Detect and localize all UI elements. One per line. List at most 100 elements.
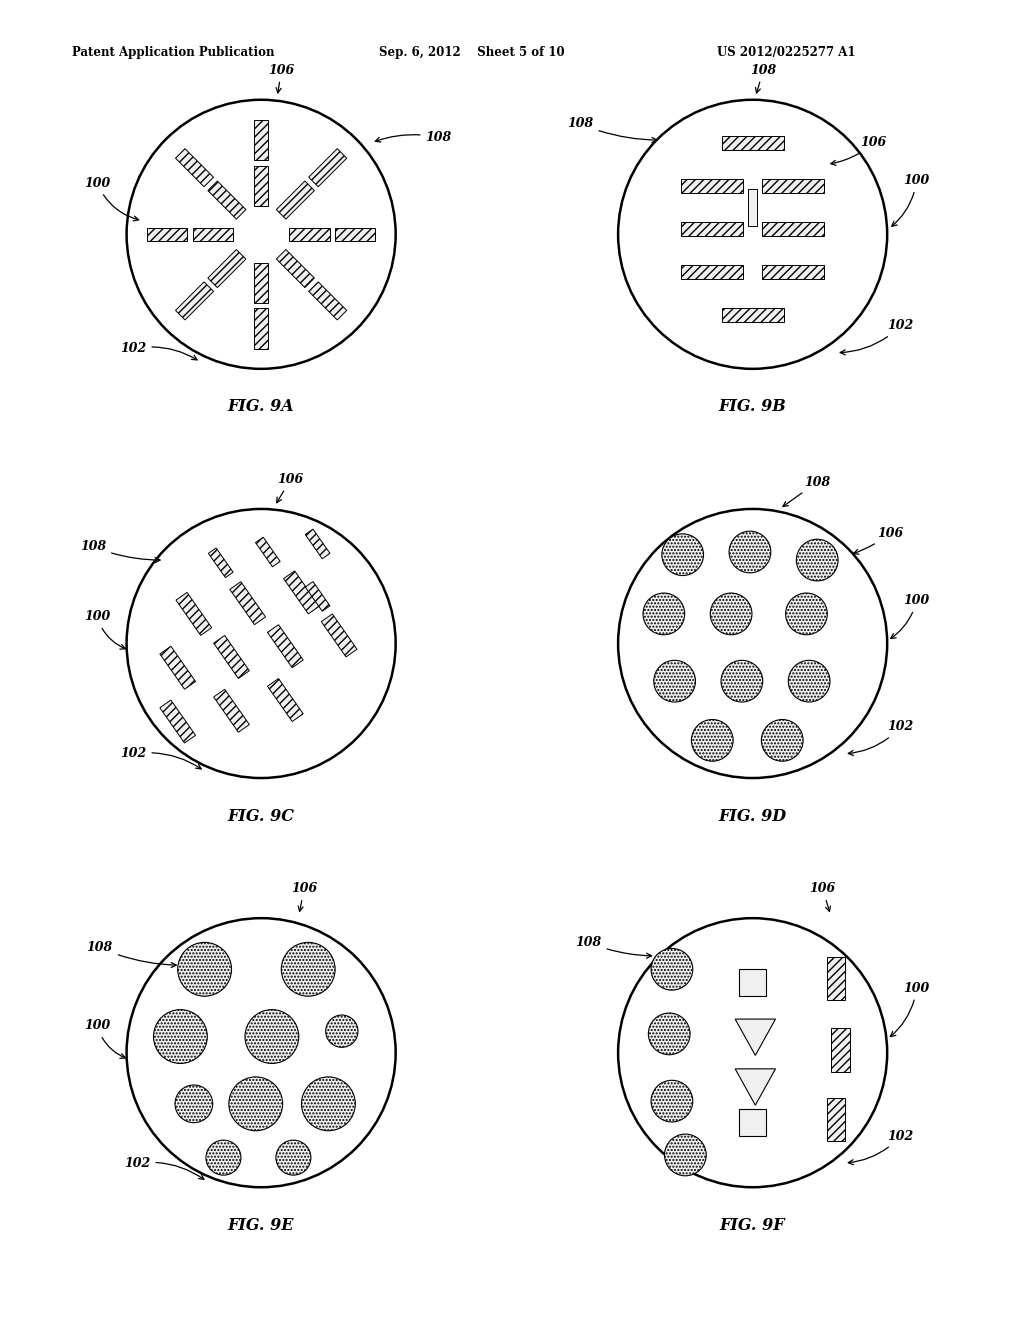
- Text: 106: 106: [853, 527, 903, 554]
- Bar: [160, 647, 196, 689]
- Bar: [208, 249, 246, 288]
- Text: 108: 108: [751, 63, 776, 94]
- Bar: [193, 227, 232, 242]
- Bar: [748, 189, 758, 226]
- Polygon shape: [735, 1019, 775, 1056]
- Circle shape: [648, 1012, 690, 1055]
- Bar: [254, 120, 268, 160]
- Text: 106: 106: [291, 882, 317, 911]
- Text: FIG. 9C: FIG. 9C: [227, 808, 295, 825]
- Circle shape: [711, 593, 752, 635]
- Circle shape: [275, 1140, 311, 1175]
- Circle shape: [618, 100, 887, 368]
- Bar: [305, 582, 330, 611]
- Bar: [681, 180, 743, 193]
- Text: 102: 102: [848, 721, 913, 755]
- Bar: [762, 265, 824, 279]
- Text: 108: 108: [80, 540, 160, 562]
- Circle shape: [282, 942, 335, 997]
- Text: FIG. 9E: FIG. 9E: [228, 1217, 294, 1234]
- Text: 108: 108: [783, 475, 830, 507]
- Bar: [254, 166, 268, 206]
- Bar: [254, 309, 268, 348]
- Text: 106: 106: [810, 882, 836, 912]
- Text: 108: 108: [575, 936, 651, 958]
- Circle shape: [721, 660, 763, 702]
- Bar: [276, 181, 314, 219]
- Bar: [284, 570, 319, 614]
- Circle shape: [653, 660, 695, 702]
- Circle shape: [175, 1085, 213, 1122]
- Bar: [267, 624, 303, 668]
- Text: FIG. 9D: FIG. 9D: [719, 808, 786, 825]
- Text: FIG. 9A: FIG. 9A: [227, 399, 295, 416]
- Text: 108: 108: [567, 117, 657, 143]
- Text: Sep. 6, 2012    Sheet 5 of 10: Sep. 6, 2012 Sheet 5 of 10: [379, 46, 564, 59]
- Bar: [176, 593, 212, 635]
- Bar: [722, 136, 783, 149]
- Circle shape: [228, 1077, 283, 1131]
- Circle shape: [797, 540, 838, 581]
- Bar: [335, 227, 376, 242]
- Text: 102: 102: [841, 319, 913, 355]
- Bar: [681, 222, 743, 236]
- Circle shape: [788, 660, 830, 702]
- Circle shape: [618, 919, 887, 1187]
- Bar: [830, 1028, 850, 1072]
- Bar: [276, 249, 314, 288]
- Bar: [208, 181, 246, 219]
- Circle shape: [691, 719, 733, 762]
- Bar: [739, 1109, 766, 1137]
- Bar: [175, 282, 214, 319]
- Circle shape: [206, 1140, 241, 1175]
- Circle shape: [618, 510, 887, 777]
- Circle shape: [301, 1077, 355, 1131]
- Text: Patent Application Publication: Patent Application Publication: [72, 46, 274, 59]
- Bar: [762, 222, 824, 236]
- Bar: [160, 700, 196, 743]
- Bar: [254, 263, 268, 302]
- Text: 102: 102: [120, 342, 197, 360]
- Bar: [762, 180, 824, 193]
- Circle shape: [245, 1010, 299, 1064]
- Text: 100: 100: [84, 177, 138, 220]
- Text: 100: 100: [891, 982, 930, 1036]
- Circle shape: [729, 531, 771, 573]
- Text: 102: 102: [120, 747, 201, 770]
- Bar: [681, 265, 743, 279]
- Text: US 2012/0225277 A1: US 2012/0225277 A1: [717, 46, 855, 59]
- Bar: [826, 957, 846, 1001]
- Bar: [290, 227, 330, 242]
- Bar: [722, 309, 783, 322]
- Text: FIG. 9B: FIG. 9B: [719, 399, 786, 416]
- Bar: [209, 548, 233, 578]
- Circle shape: [178, 942, 231, 997]
- Bar: [739, 969, 766, 997]
- Bar: [256, 537, 281, 566]
- Circle shape: [651, 949, 693, 990]
- Bar: [308, 149, 347, 186]
- Bar: [826, 1098, 846, 1142]
- Text: 106: 106: [830, 136, 887, 165]
- Bar: [322, 614, 357, 657]
- Circle shape: [665, 1134, 707, 1176]
- Bar: [175, 149, 214, 186]
- Text: 108: 108: [87, 941, 176, 968]
- Circle shape: [326, 1015, 358, 1047]
- Circle shape: [127, 919, 395, 1187]
- Bar: [267, 678, 303, 722]
- Circle shape: [127, 510, 395, 777]
- Text: 108: 108: [376, 131, 452, 144]
- Text: 100: 100: [84, 1019, 125, 1059]
- Text: 102: 102: [124, 1156, 204, 1179]
- Bar: [305, 529, 330, 558]
- Circle shape: [127, 100, 395, 368]
- Circle shape: [662, 533, 703, 576]
- Text: 106: 106: [276, 473, 304, 503]
- Polygon shape: [735, 1069, 775, 1105]
- Circle shape: [785, 593, 827, 635]
- Circle shape: [651, 1080, 693, 1122]
- Bar: [146, 227, 187, 242]
- Text: 102: 102: [848, 1130, 913, 1164]
- Text: 106: 106: [268, 63, 295, 92]
